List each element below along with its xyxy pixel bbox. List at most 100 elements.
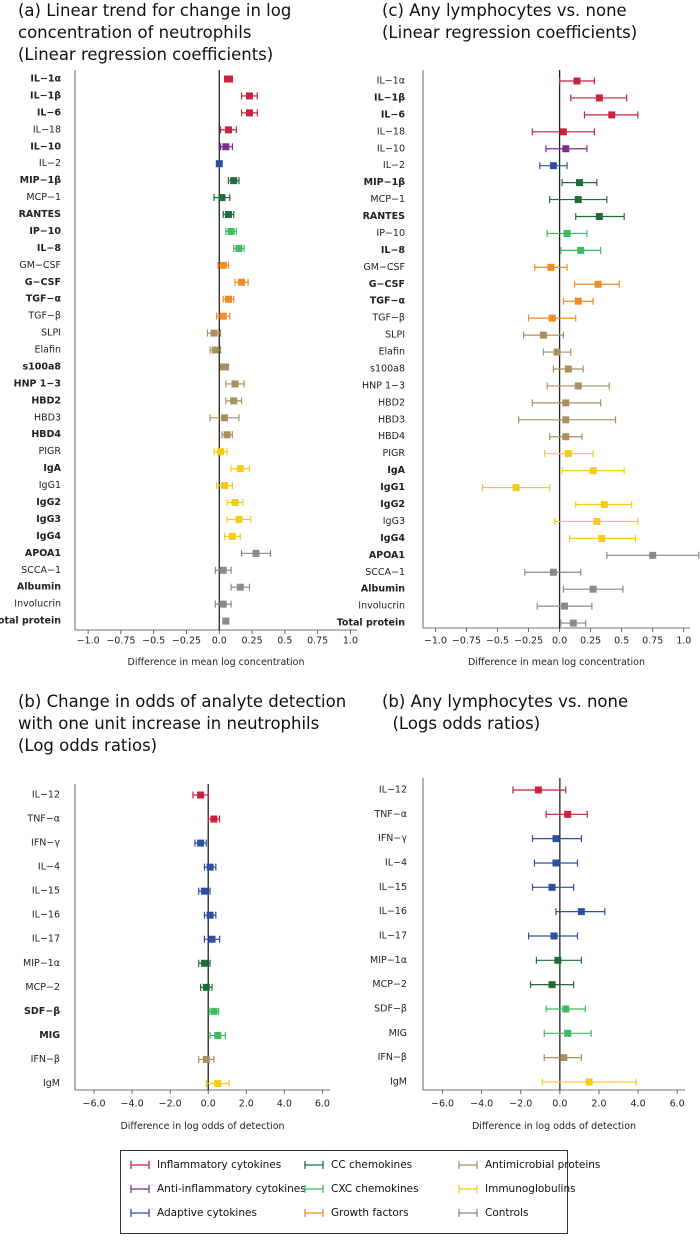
row-label: s100a8 <box>370 363 405 374</box>
panel-a-plot: −1.0 −0.75 −0.5 −0.25 0.0 0.25 0.5 0.75 1.0 Diffe… <box>0 70 358 668</box>
point-estimate <box>564 810 572 818</box>
point-estimate <box>562 416 570 424</box>
row-label: IL−12 <box>32 790 60 801</box>
row-label: HNP 1−3 <box>14 378 61 389</box>
legend-label: Anti-inflammatory cytokines <box>157 1183 306 1195</box>
point-estimate <box>550 932 558 940</box>
point-estimate <box>574 196 582 204</box>
point-estimate <box>553 348 561 356</box>
point-estimate <box>585 1078 593 1086</box>
point-estimate <box>564 365 572 373</box>
point-estimate <box>608 111 616 119</box>
point-estimate <box>231 499 239 506</box>
point-estimate <box>206 863 214 871</box>
panel-c-x-tick-label: −0.5 <box>486 635 509 646</box>
point-estimate <box>593 517 601 525</box>
point-estimate <box>236 465 244 473</box>
panel-b-left-x-tick-label: 2.0 <box>239 1098 254 1109</box>
row-label: IgG3 <box>383 516 405 527</box>
row-label: IL−18 <box>33 124 61 135</box>
figure-canvas: −1.0 −0.75 −0.5 −0.25 0.0 0.25 0.5 0.75 1.0 Diffe… <box>0 70 700 1132</box>
row-label: MCP−2 <box>372 979 407 990</box>
row-label: IgA <box>43 463 61 474</box>
point-estimate <box>224 126 232 134</box>
row-label: SCCA−1 <box>21 565 61 576</box>
point-estimate <box>202 983 210 991</box>
point-estimate <box>562 433 570 441</box>
row-label: IL−15 <box>379 882 407 893</box>
point-estimate <box>252 549 260 557</box>
legend-item: Immunoglobulins <box>457 1183 576 1195</box>
row-label: IL−4 <box>38 862 60 873</box>
row-label: IP−10 <box>376 228 405 239</box>
row-label: RANTES <box>19 209 62 220</box>
point-estimate <box>549 568 557 576</box>
point-estimate <box>559 128 567 136</box>
row-label: IP−10 <box>29 226 61 237</box>
panel-c-plot: −1.0 −0.75 −0.5 −0.25 0.0 0.25 0.5 0.75 1.0 Diffe… <box>337 70 700 668</box>
point-estimate <box>554 956 562 964</box>
point-estimate <box>552 859 560 867</box>
point-estimate <box>210 815 218 823</box>
point-estimate <box>221 414 229 422</box>
point-estimate <box>221 482 229 490</box>
panel-c-x-tick-label: −0.25 <box>514 635 543 646</box>
point-estimate <box>595 213 603 221</box>
legend-swatch <box>130 1161 150 1169</box>
legend: Inflammatory cytokines CC chemokines Antim… <box>120 1150 600 1234</box>
point-estimate <box>512 484 520 492</box>
legend-item: Inflammatory cytokines <box>129 1159 281 1171</box>
panel-c-x-tick-label: 0.25 <box>580 635 601 646</box>
row-label: APOA1 <box>369 550 405 561</box>
row-label: IL−2 <box>39 158 61 169</box>
point-estimate <box>548 883 556 891</box>
point-estimate <box>202 1055 210 1063</box>
row-label: Albumin <box>17 582 61 593</box>
row-label: HBD3 <box>34 412 61 423</box>
panel-a-x-tick-label: 1.0 <box>343 635 358 646</box>
legend-item: CC chemokines <box>303 1159 412 1171</box>
point-estimate <box>215 160 223 168</box>
point-estimate <box>219 261 227 269</box>
legend-label: Growth factors <box>331 1207 409 1219</box>
panel-c-title: (c) Any lymphocytes vs. none (Linear regr… <box>382 0 637 44</box>
point-estimate <box>197 839 205 847</box>
row-label: HBD4 <box>378 431 405 442</box>
point-estimate <box>224 75 232 83</box>
row-label: IFN−γ <box>378 833 407 844</box>
legend-swatch <box>304 1161 324 1169</box>
point-estimate <box>222 617 230 625</box>
panel-a-x-axis-label: Difference in mean log concentration <box>128 657 305 668</box>
row-label: MCP−1 <box>26 192 61 203</box>
point-estimate <box>230 397 238 405</box>
panel-b-left-title-line-3: (Log odds ratios) <box>18 736 158 755</box>
legend-label: CC chemokines <box>331 1159 413 1171</box>
panel-c-x-tick-label: −1.0 <box>424 635 447 646</box>
point-estimate <box>589 467 597 475</box>
row-label: IgG4 <box>380 533 405 544</box>
panel-a-x-tick-label: −0.5 <box>142 635 165 646</box>
row-label: IFN−β <box>378 1052 407 1063</box>
row-label: IL−17 <box>379 930 407 941</box>
panel-b-right-x-axis-label: Difference in log odds of detection <box>472 1121 636 1132</box>
row-label: IL−18 <box>377 126 405 137</box>
row-label: IgG3 <box>36 514 61 525</box>
row-label: IgG4 <box>36 531 61 542</box>
row-label: IL−15 <box>32 886 60 897</box>
row-label: MIG <box>39 1030 60 1041</box>
panel-b-right-plot: −6.0 −4.0 −2.0 0.0 2.0 4.0 6.0 Difference in lo… <box>370 778 685 1132</box>
row-label: Total protein <box>337 618 406 629</box>
point-estimate <box>560 1054 568 1062</box>
point-estimate <box>577 908 585 916</box>
point-estimate <box>573 77 581 85</box>
point-estimate <box>564 1029 572 1037</box>
legend-item: CXC chemokines <box>303 1183 419 1195</box>
legend-item: Adaptive cytokines <box>129 1207 257 1219</box>
row-label: IgM <box>43 1078 60 1089</box>
point-estimate <box>211 346 219 354</box>
point-estimate <box>595 94 603 102</box>
panel-b-left-title-line-2: with one unit increase in neutrophils <box>18 714 320 733</box>
row-label: HBD2 <box>31 395 61 406</box>
row-label: GM−CSF <box>19 260 61 271</box>
point-estimate <box>547 263 555 271</box>
